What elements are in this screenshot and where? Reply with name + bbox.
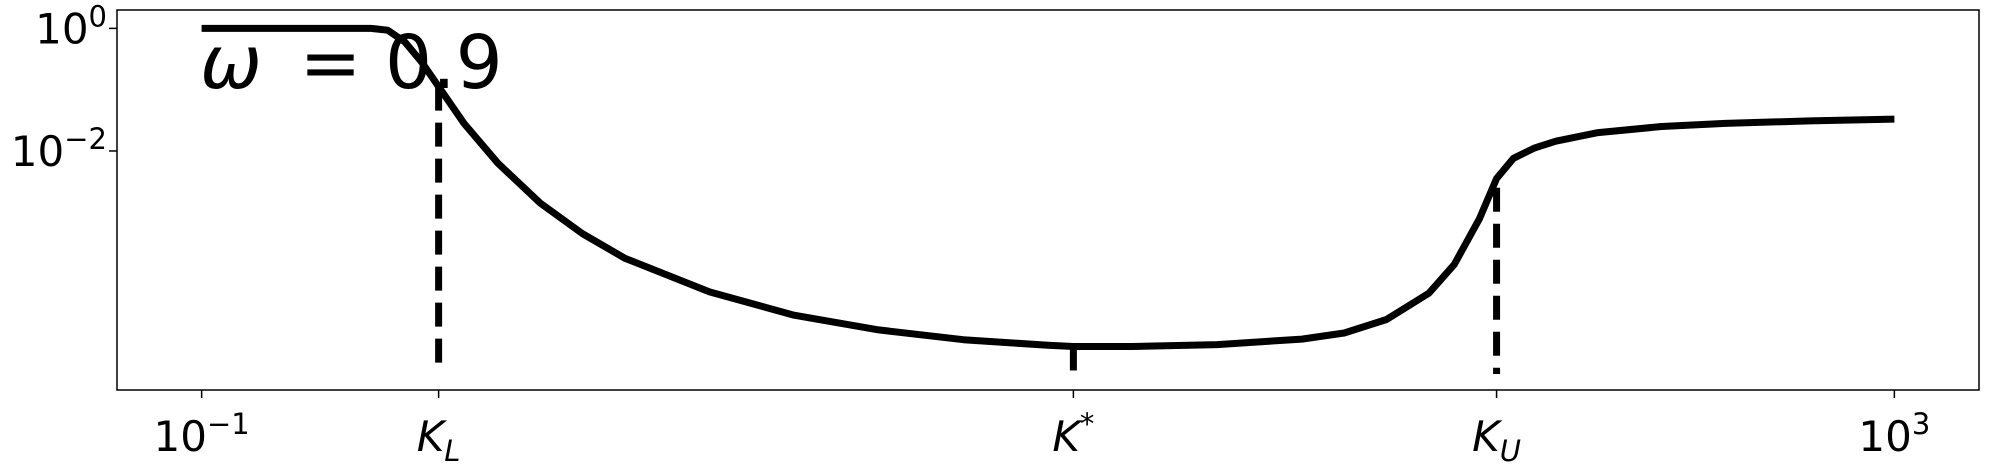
chart-marks <box>201 24 1895 374</box>
x-tick-main: K <box>417 412 448 461</box>
x-tick-base: 10 <box>154 412 207 461</box>
omega-annotation: ω = 0.9 <box>200 20 503 106</box>
x-tick-subscript: L <box>444 434 460 468</box>
omega-value: = 0.9 <box>300 20 503 106</box>
x-tick-base: 10 <box>1858 412 1911 461</box>
x-tick-label: KU <box>1472 412 1521 468</box>
y-tick-exponent: 0 <box>89 0 107 33</box>
y-tick-base: 10 <box>35 4 88 53</box>
x-tick-main: K <box>1472 412 1503 461</box>
x-tick-label: K* <box>1052 407 1094 461</box>
x-tick-exponent: −1 <box>207 407 250 441</box>
omega-symbol: ω <box>200 20 262 106</box>
y-tick-base: 10 <box>11 127 64 176</box>
x-tick-label: 103 <box>1858 407 1930 461</box>
series-line-0 <box>201 24 1895 350</box>
x-tick-label: KL <box>417 412 461 468</box>
x-tick-label: 10−1 <box>154 407 250 461</box>
x-tick-subscript: U <box>1500 434 1521 468</box>
x-tick-main: K <box>1052 412 1083 461</box>
y-tick-exponent: −2 <box>64 122 107 156</box>
y-tick-label: 100 <box>35 0 107 53</box>
y-tick-label: 10−2 <box>11 122 107 176</box>
x-tick-superscript: * <box>1080 407 1095 441</box>
x-tick-exponent: 3 <box>1912 407 1930 441</box>
